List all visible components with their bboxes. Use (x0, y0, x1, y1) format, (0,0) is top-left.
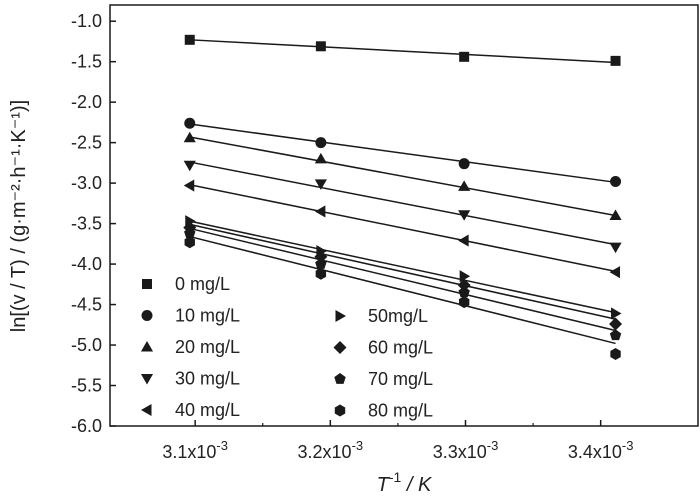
legend-label-60-mg-l: 60 mg/L (368, 338, 433, 358)
y-tick-label: -3.0 (71, 173, 102, 193)
point-0-mg-l (610, 55, 621, 66)
x-tick-label: 3.4x10-3 (568, 438, 634, 462)
point-0-mg-l (459, 51, 470, 62)
point-10-mg-l (458, 158, 470, 170)
point-70-mg-l (458, 286, 470, 298)
x-tick-label: 3.1x10-3 (162, 438, 228, 462)
point-40-mg-l (314, 205, 326, 218)
point-40-mg-l (183, 179, 195, 192)
point-30-mg-l (458, 210, 471, 221)
legend-label-10-mg-l: 10 mg/L (175, 306, 240, 326)
x-tick-label: 3.2x10-3 (298, 438, 364, 462)
y-tick-label: -4.5 (71, 295, 102, 315)
point-80-mg-l (458, 296, 470, 309)
point-10-mg-l (315, 137, 327, 149)
point-80-mg-l (184, 236, 195, 249)
fit-line-70-mg-l (189, 227, 616, 332)
y-tick-label: -4.0 (71, 254, 102, 274)
fit-line-50mg-l (189, 220, 616, 314)
y-tick-label: -1.5 (71, 52, 102, 72)
fit-line-40-mg-l (189, 183, 616, 273)
legend-symbol-0-mg-l (142, 279, 152, 289)
legend-symbol-10-mg-l (141, 310, 153, 321)
x-axis: 3.1x10-3 3.2x10-3 3.3x10-3 3.4x10-3 (162, 420, 633, 462)
fit-line-60-mg-l (189, 223, 616, 320)
point-20-mg-l (609, 209, 622, 220)
legend-label-50mg-l: 50mg/L (368, 306, 428, 326)
point-60-mg-l (314, 250, 328, 264)
x-tick-label: 3.3x10-3 (433, 438, 499, 462)
y-tick-label: -5.5 (71, 376, 102, 396)
point-10-mg-l (184, 117, 196, 129)
point-70-mg-l (609, 329, 622, 341)
point-50mg-l (611, 307, 622, 320)
fit-line-10-mg-l (189, 123, 616, 184)
point-60-mg-l (457, 278, 471, 292)
y-tick-label: -3.5 (71, 214, 102, 234)
point-70-mg-l (184, 227, 196, 239)
x-axis-title: T-1 / K (377, 469, 433, 496)
y-axis-title: ln[(v / T) / (g·m⁻²·h⁻¹·K⁻¹)] (8, 100, 30, 332)
legend-label-70-mg-l: 70 mg/L (368, 369, 433, 389)
point-30-mg-l (183, 160, 196, 172)
point-80-mg-l (610, 347, 621, 360)
legend-label-40-mg-l: 40 mg/L (175, 400, 240, 420)
point-60-mg-l (609, 317, 623, 331)
legend-symbol-60-mg-l (333, 341, 347, 354)
legend-label-30-mg-l: 30 mg/L (175, 369, 240, 389)
legend: 0 mg/L 10 mg/L 20 mg/L 30 mg/L 40 mg/L 50mg/L… (140, 274, 433, 421)
legend-label-0-mg-l: 0 mg/L (175, 274, 230, 294)
y-tick-label: -2.0 (71, 92, 102, 112)
legend-label-20-mg-l: 20 mg/L (175, 337, 240, 357)
point-50mg-l (459, 270, 471, 283)
legend-symbol-30-mg-l (140, 374, 154, 385)
legend-label-80-mg-l: 80 mg/L (368, 401, 433, 421)
y-tick-label: -5.0 (71, 335, 102, 355)
point-40-mg-l (458, 234, 469, 247)
fit-line-0-mg-l (189, 39, 616, 64)
point-20-mg-l (314, 152, 327, 164)
fit-line-80-mg-l (189, 235, 616, 345)
legend-symbol-20-mg-l (140, 341, 154, 352)
fit-line-20-mg-l (189, 136, 616, 217)
point-80-mg-l (315, 267, 327, 280)
legend-symbol-40-mg-l (141, 403, 152, 417)
y-tick-label: -1.0 (71, 11, 102, 31)
fit-line-30-mg-l (189, 161, 616, 246)
legend-symbol-80-mg-l (334, 404, 346, 417)
legend-symbol-50mg-l (335, 309, 346, 323)
y-tick-label: -2.5 (71, 133, 102, 153)
y-axis: -1.0 -1.5 -2.0 -2.5 -3.0 -3.5 -4.0 -4.5 -5.0 -5.5… (71, 11, 116, 436)
legend-symbol-70-mg-l (334, 373, 346, 384)
data-markers (183, 34, 623, 360)
point-40-mg-l (609, 266, 621, 279)
point-0-mg-l (184, 34, 195, 45)
point-20-mg-l (458, 180, 471, 191)
point-30-mg-l (609, 242, 622, 254)
fit-lines (189, 39, 616, 345)
point-0-mg-l (315, 41, 326, 52)
point-70-mg-l (315, 258, 327, 269)
plot-frame (109, 4, 699, 427)
y-tick-label: -6.0 (71, 416, 102, 436)
point-30-mg-l (314, 179, 327, 190)
point-20-mg-l (183, 131, 196, 143)
point-10-mg-l (610, 175, 622, 187)
